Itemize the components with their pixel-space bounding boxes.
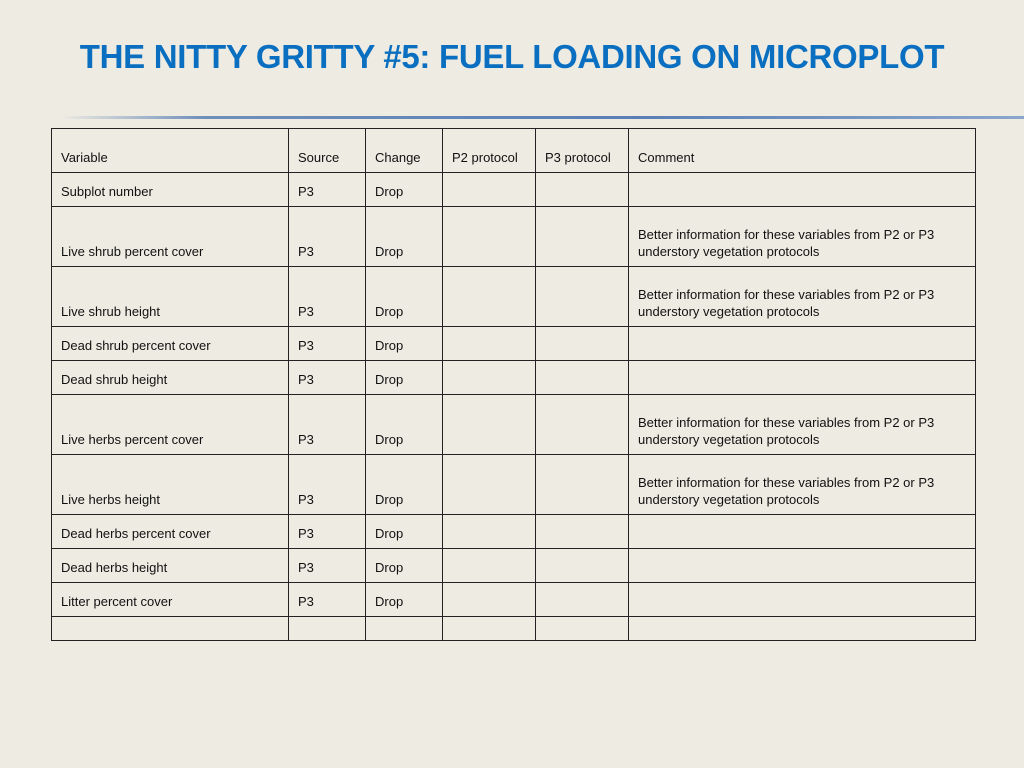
header-variable: Variable (51, 128, 289, 173)
cell-p2-protocol (442, 206, 536, 267)
cell-change: Drop (365, 394, 443, 455)
cell-change: Drop (365, 454, 443, 515)
cell-p2-protocol (442, 582, 536, 617)
header-change: Change (365, 128, 443, 173)
cell-variable (51, 616, 289, 641)
cell-source: P3 (288, 548, 366, 583)
cell-p2-protocol (442, 360, 536, 395)
cell-change: Drop (365, 360, 443, 395)
cell-source: P3 (288, 454, 366, 515)
header-p3-protocol: P3 protocol (535, 128, 629, 173)
cell-comment: Better information for these variables f… (628, 266, 976, 327)
header-comment: Comment (628, 128, 976, 173)
cell-change: Drop (365, 582, 443, 617)
cell-comment (628, 172, 976, 207)
slide-title: THE NITTY GRITTY #5: FUEL LOADING ON MIC… (79, 38, 945, 75)
table-row (51, 616, 976, 641)
cell-variable: Dead herbs height (51, 548, 289, 583)
cell-p2-protocol (442, 172, 536, 207)
cell-p3-protocol (535, 454, 629, 515)
cell-p3-protocol (535, 360, 629, 395)
cell-variable: Dead shrub percent cover (51, 326, 289, 361)
table-row: Dead herbs percent cover P3 Drop (51, 514, 976, 549)
cell-change: Drop (365, 326, 443, 361)
table-row: Subplot number P3 Drop (51, 172, 976, 207)
cell-source: P3 (288, 360, 366, 395)
cell-p2-protocol (442, 548, 536, 583)
table-row: Dead herbs height P3 Drop (51, 548, 976, 583)
cell-comment (628, 326, 976, 361)
table-row: Litter percent cover P3 Drop (51, 582, 976, 617)
cell-comment (628, 360, 976, 395)
cell-p2-protocol (442, 616, 536, 641)
cell-comment (628, 514, 976, 549)
cell-p3-protocol (535, 266, 629, 327)
cell-p2-protocol (442, 394, 536, 455)
cell-p2-protocol (442, 326, 536, 361)
cell-variable: Dead shrub height (51, 360, 289, 395)
cell-source: P3 (288, 582, 366, 617)
cell-source (288, 616, 366, 641)
cell-comment (628, 616, 976, 641)
cell-source: P3 (288, 326, 366, 361)
cell-comment (628, 548, 976, 583)
cell-comment (628, 582, 976, 617)
cell-change: Drop (365, 548, 443, 583)
cell-p3-protocol (535, 394, 629, 455)
cell-change: Drop (365, 172, 443, 207)
table-row: Live shrub percent cover P3 Drop Better inf… (51, 206, 976, 267)
cell-p2-protocol (442, 266, 536, 327)
cell-change: Drop (365, 206, 443, 267)
cell-p3-protocol (535, 326, 629, 361)
cell-p3-protocol (535, 582, 629, 617)
cell-change (365, 616, 443, 641)
table-row: Dead shrub percent cover P3 Drop (51, 326, 976, 361)
cell-comment: Better information for these variables f… (628, 206, 976, 267)
cell-source: P3 (288, 266, 366, 327)
table-row: Live herbs height P3 Drop Better informatio… (51, 454, 976, 515)
cell-variable: Live herbs percent cover (51, 394, 289, 455)
cell-source: P3 (288, 172, 366, 207)
cell-variable: Dead herbs percent cover (51, 514, 289, 549)
table-row: Live shrub height P3 Drop Better informatio… (51, 266, 976, 327)
header-source: Source (288, 128, 366, 173)
title-divider (60, 116, 1024, 119)
cell-variable: Subplot number (51, 172, 289, 207)
cell-p3-protocol (535, 548, 629, 583)
table-row: Dead shrub height P3 Drop (51, 360, 976, 395)
table-header-row: Variable Source Change P2 protocol P3 pr… (51, 128, 976, 173)
cell-variable: Live shrub height (51, 266, 289, 327)
cell-source: P3 (288, 206, 366, 267)
cell-p2-protocol (442, 514, 536, 549)
cell-p3-protocol (535, 206, 629, 267)
cell-p3-protocol (535, 616, 629, 641)
cell-variable: Live herbs height (51, 454, 289, 515)
fuel-loading-table: Variable Source Change P2 protocol P3 pr… (51, 128, 976, 641)
cell-change: Drop (365, 266, 443, 327)
cell-change: Drop (365, 514, 443, 549)
cell-source: P3 (288, 514, 366, 549)
cell-source: P3 (288, 394, 366, 455)
cell-p3-protocol (535, 514, 629, 549)
table-row: Live herbs percent cover P3 Drop Better inf… (51, 394, 976, 455)
cell-p2-protocol (442, 454, 536, 515)
cell-comment: Better information for these variables f… (628, 394, 976, 455)
cell-variable: Live shrub percent cover (51, 206, 289, 267)
header-p2-protocol: P2 protocol (442, 128, 536, 173)
cell-comment: Better information for these variables f… (628, 454, 976, 515)
cell-variable: Litter percent cover (51, 582, 289, 617)
cell-p3-protocol (535, 172, 629, 207)
